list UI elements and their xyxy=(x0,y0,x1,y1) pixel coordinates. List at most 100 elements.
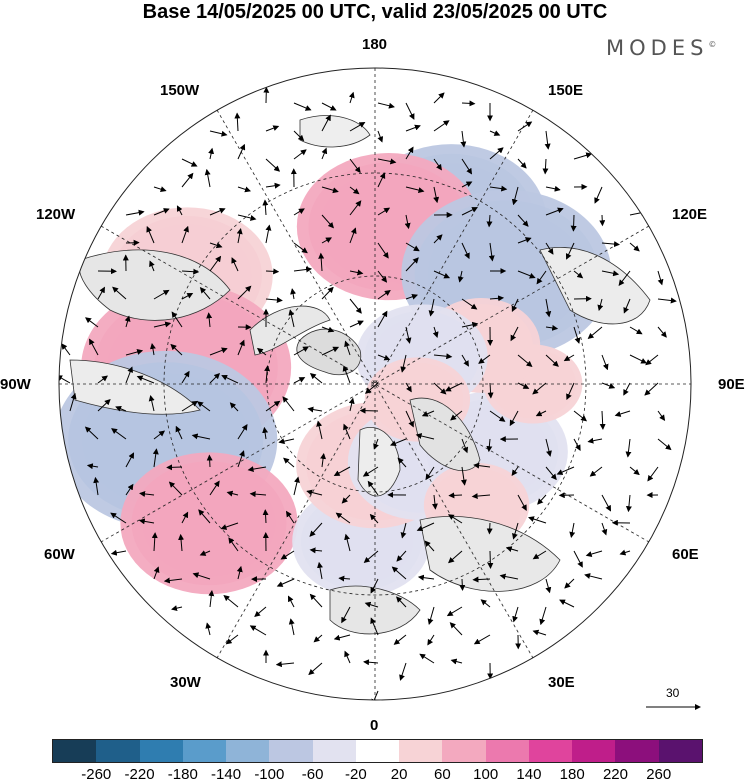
wind-vector xyxy=(517,382,530,389)
wind-vector xyxy=(110,512,127,524)
wind-vector xyxy=(338,575,351,582)
wind-vector xyxy=(168,481,183,496)
wind-vector xyxy=(226,490,239,497)
wind-vector xyxy=(153,566,160,580)
wind-vector xyxy=(569,522,576,538)
wind-vector xyxy=(275,661,295,668)
wind-vector xyxy=(308,662,323,676)
wind-vector xyxy=(601,270,620,277)
wind-vector xyxy=(509,410,519,427)
wind-vector xyxy=(629,466,640,476)
wind-vector xyxy=(206,454,213,468)
wind-vector xyxy=(545,298,552,318)
wind-vector xyxy=(125,452,135,468)
wind-vector xyxy=(209,207,226,216)
wind-vector xyxy=(446,606,463,617)
wind-vector xyxy=(517,214,529,227)
wind-vector xyxy=(288,618,295,636)
wind-vector xyxy=(364,382,379,394)
wind-vector xyxy=(457,270,464,283)
wind-vector xyxy=(390,438,407,447)
wind-vector xyxy=(489,130,501,136)
wind-vector xyxy=(517,237,532,244)
wind-vector xyxy=(208,590,215,608)
wind-vector xyxy=(349,186,360,195)
colorbar-tick-label: -20 xyxy=(345,766,367,783)
wind-vector xyxy=(125,209,145,216)
wind-vector xyxy=(517,121,533,132)
wind-vector xyxy=(585,550,603,557)
colorbar-swatch xyxy=(485,740,529,762)
wind-vector xyxy=(285,510,295,524)
wind-vector xyxy=(397,457,407,468)
wind-vector xyxy=(344,340,351,356)
wind-vector xyxy=(205,622,212,636)
wind-vector xyxy=(433,353,453,360)
wind-vector xyxy=(171,311,183,328)
wind-vector xyxy=(415,433,435,440)
wind-vector xyxy=(587,326,603,340)
wind-vector xyxy=(460,130,467,148)
wind-vector xyxy=(349,122,366,132)
wind-vector xyxy=(204,168,211,188)
wind-vector xyxy=(265,125,280,132)
wind-vector xyxy=(461,354,469,367)
wind-vector xyxy=(448,550,463,564)
colorbar-tick-label: -140 xyxy=(211,766,242,783)
wind-vector xyxy=(512,606,519,623)
wind-vector xyxy=(511,298,519,313)
wind-vector xyxy=(349,320,364,328)
wind-vector xyxy=(545,466,557,481)
wind-vector xyxy=(444,382,463,392)
wind-vector xyxy=(153,186,167,193)
wind-vector xyxy=(317,561,323,580)
wind-vector xyxy=(148,394,155,412)
wind-vector xyxy=(573,270,584,279)
label-90e: 90E xyxy=(718,376,745,393)
wind-vector xyxy=(370,578,379,594)
wind-vector xyxy=(405,186,425,194)
wind-vector xyxy=(293,149,307,160)
wind-vector xyxy=(478,354,491,364)
polar-map xyxy=(58,67,701,710)
wind-vector xyxy=(234,112,241,132)
wind-vector xyxy=(404,214,411,230)
wind-vector xyxy=(629,242,640,252)
wind-vector xyxy=(265,224,272,244)
wind-vector xyxy=(362,466,379,477)
colorbar-tick-label: 100 xyxy=(473,766,499,783)
wind-vector xyxy=(209,242,223,249)
wind-vector xyxy=(249,491,267,498)
wind-vector xyxy=(97,375,108,384)
wind-vector xyxy=(473,634,491,645)
wind-vector xyxy=(433,270,451,279)
wind-vector xyxy=(321,346,340,356)
wind-vector xyxy=(333,634,351,641)
colorbar-tick-label: 180 xyxy=(559,766,585,783)
wind-vector xyxy=(309,593,323,608)
colorbar-tick-label: 140 xyxy=(516,766,542,783)
wind-vector xyxy=(545,242,554,255)
wind-vector xyxy=(264,365,271,384)
wind-vector xyxy=(363,550,379,563)
wind-vector xyxy=(316,420,323,440)
wind-vector xyxy=(198,509,211,524)
label-30e: 30E xyxy=(548,674,575,691)
colorbar-swatch xyxy=(399,740,443,762)
wind-vector xyxy=(97,286,105,300)
label-60w: 60W xyxy=(44,546,75,563)
wind-vector xyxy=(645,354,659,366)
colorbar-swatch xyxy=(139,740,183,762)
wind-vector xyxy=(405,124,421,132)
wind-vector xyxy=(124,315,131,328)
wind-vector xyxy=(313,634,323,643)
wind-vector xyxy=(181,511,189,524)
wind-vector xyxy=(290,288,297,300)
wind-vector xyxy=(405,326,412,344)
wind-vector xyxy=(487,550,494,569)
wind-vector xyxy=(181,172,194,188)
wind-vector xyxy=(644,382,659,396)
wind-vector xyxy=(335,512,351,524)
wind-vector xyxy=(573,326,581,344)
modes-logo: MODES© xyxy=(606,36,716,60)
